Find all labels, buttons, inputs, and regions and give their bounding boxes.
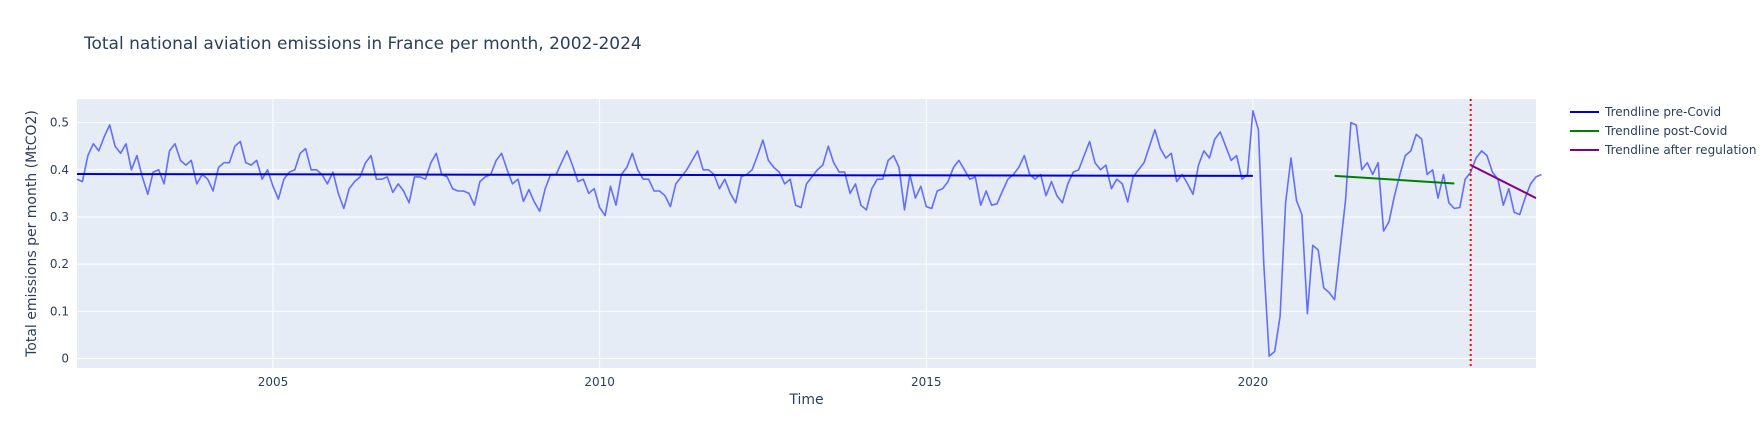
legend-item-pre-covid[interactable]: Trendline pre-Covid (1570, 105, 1721, 119)
x-tick-label: 2015 (911, 375, 942, 389)
legend-label: Trendline after regulation (1604, 143, 1756, 157)
x-tick-label: 2005 (258, 375, 289, 389)
legend-label: Trendline pre-Covid (1604, 105, 1721, 119)
y-tick-label: 0.5 (50, 116, 69, 130)
chart-title: Total national aviation emissions in Fra… (83, 34, 642, 54)
x-tick-label: 2020 (1238, 375, 1269, 389)
legend[interactable]: Trendline pre-Covid Trendline post-Covid T… (1570, 105, 1756, 157)
y-tick-label: 0.4 (50, 163, 69, 177)
y-axis-title: Total emissions per month (MtCO2) (24, 110, 40, 358)
x-tick-label: 2010 (584, 375, 615, 389)
y-tick-label: 0 (61, 352, 69, 366)
plot-area (77, 99, 1536, 368)
y-tick-label: 0.1 (50, 304, 69, 318)
y-tick-label: 0.3 (50, 210, 69, 224)
legend-item-post-covid[interactable]: Trendline post-Covid (1570, 124, 1727, 138)
y-tick-label: 0.2 (50, 257, 69, 271)
x-axis-title: Time (788, 392, 823, 408)
legend-label: Trendline post-Covid (1604, 124, 1727, 138)
legend-item-after-regulation[interactable]: Trendline after regulation (1570, 143, 1756, 157)
